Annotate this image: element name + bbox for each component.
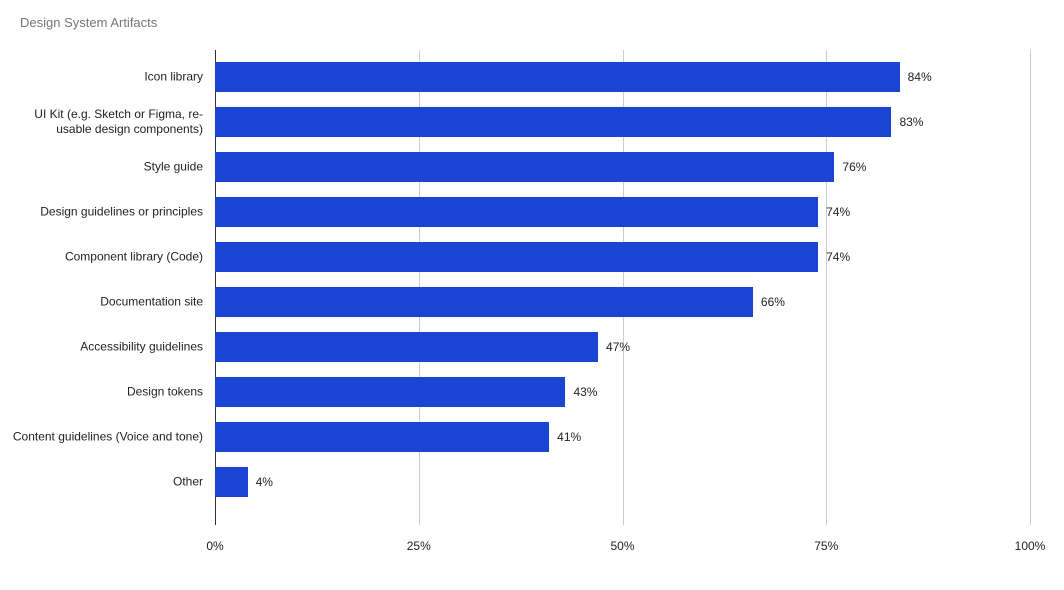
bar-value-label: 84% xyxy=(908,70,932,84)
bar xyxy=(215,287,753,317)
chart-gridline xyxy=(1030,50,1031,525)
bar xyxy=(215,377,565,407)
bar-row: 84%Icon library xyxy=(215,62,1030,92)
bar-category-label: Content guidelines (Voice and tone) xyxy=(0,430,203,445)
bar-row: 66%Documentation site xyxy=(215,287,1030,317)
bar-row: 4%Other xyxy=(215,467,1030,497)
bar-category-label: Documentation site xyxy=(0,295,203,310)
bar xyxy=(215,422,549,452)
bar-row: 76%Style guide xyxy=(215,152,1030,182)
bar-value-label: 47% xyxy=(606,340,630,354)
bar-category-label: Other xyxy=(0,475,203,490)
bar-value-label: 83% xyxy=(899,115,923,129)
chart-title: Design System Artifacts xyxy=(20,15,157,30)
bar-category-label: Design guidelines or principles xyxy=(0,205,203,220)
bar-value-label: 66% xyxy=(761,295,785,309)
bar xyxy=(215,107,891,137)
bar xyxy=(215,332,598,362)
bar-category-label: Icon library xyxy=(0,70,203,85)
bar-value-label: 41% xyxy=(557,430,581,444)
x-tick-label: 0% xyxy=(206,539,223,553)
bar xyxy=(215,62,900,92)
bar-category-label: Accessibility guidelines xyxy=(0,340,203,355)
bar-row: 74%Component library (Code) xyxy=(215,242,1030,272)
bar xyxy=(215,197,818,227)
bar xyxy=(215,152,834,182)
chart-plot-area: 0%25%50%75%100%84%Icon library83%UI Kit … xyxy=(215,50,1030,525)
bar-category-label: Design tokens xyxy=(0,385,203,400)
bar-category-label: Style guide xyxy=(0,160,203,175)
bar-row: 41%Content guidelines (Voice and tone) xyxy=(215,422,1030,452)
x-tick-label: 100% xyxy=(1015,539,1046,553)
bar-row: 83%UI Kit (e.g. Sketch or Figma, re-usab… xyxy=(215,107,1030,137)
x-tick-label: 25% xyxy=(407,539,431,553)
bar-value-label: 76% xyxy=(842,160,866,174)
bar-value-label: 4% xyxy=(256,475,273,489)
bar xyxy=(215,467,248,497)
bar-value-label: 74% xyxy=(826,205,850,219)
bar-value-label: 74% xyxy=(826,250,850,264)
bar xyxy=(215,242,818,272)
bar-row: 74%Design guidelines or principles xyxy=(215,197,1030,227)
bar-category-label: Component library (Code) xyxy=(0,250,203,265)
bar-row: 43%Design tokens xyxy=(215,377,1030,407)
x-tick-label: 50% xyxy=(610,539,634,553)
bar-category-label: UI Kit (e.g. Sketch or Figma, re-usable … xyxy=(0,107,203,137)
bar-row: 47%Accessibility guidelines xyxy=(215,332,1030,362)
x-tick-label: 75% xyxy=(814,539,838,553)
bar-value-label: 43% xyxy=(573,385,597,399)
